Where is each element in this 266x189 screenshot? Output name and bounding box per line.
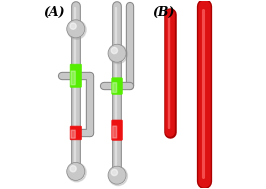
Circle shape: [67, 162, 85, 180]
Text: (A): (A): [43, 6, 64, 19]
Ellipse shape: [109, 167, 127, 186]
Circle shape: [67, 20, 85, 38]
FancyBboxPatch shape: [71, 130, 75, 138]
FancyBboxPatch shape: [113, 126, 117, 138]
FancyBboxPatch shape: [112, 120, 122, 140]
Circle shape: [108, 166, 126, 184]
Ellipse shape: [109, 45, 127, 64]
FancyBboxPatch shape: [70, 126, 81, 140]
Ellipse shape: [67, 163, 86, 182]
FancyBboxPatch shape: [113, 83, 117, 92]
FancyBboxPatch shape: [71, 71, 75, 85]
Circle shape: [108, 44, 126, 62]
Circle shape: [70, 23, 76, 29]
Circle shape: [111, 47, 118, 54]
Circle shape: [111, 169, 118, 176]
Text: (B): (B): [152, 6, 174, 19]
FancyBboxPatch shape: [112, 78, 122, 94]
Ellipse shape: [67, 20, 86, 39]
Circle shape: [70, 166, 76, 172]
FancyBboxPatch shape: [70, 64, 81, 87]
